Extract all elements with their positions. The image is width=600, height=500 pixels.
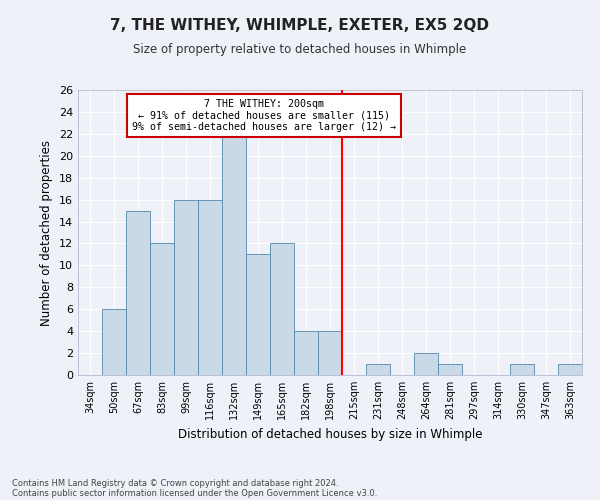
Text: 7 THE WITHEY: 200sqm
← 91% of detached houses are smaller (115)
9% of semi-detac: 7 THE WITHEY: 200sqm ← 91% of detached h… [133,98,397,132]
Bar [150,244,174,375]
Bar [414,353,438,375]
Bar [198,200,222,375]
Bar [510,364,534,375]
Bar [438,364,462,375]
Bar [102,309,126,375]
Y-axis label: Number of detached properties: Number of detached properties [40,140,53,326]
Bar [174,200,198,375]
X-axis label: Distribution of detached houses by size in Whimple: Distribution of detached houses by size … [178,428,482,440]
Bar [558,364,582,375]
Text: 7, THE WITHEY, WHIMPLE, EXETER, EX5 2QD: 7, THE WITHEY, WHIMPLE, EXETER, EX5 2QD [110,18,490,32]
Text: Size of property relative to detached houses in Whimple: Size of property relative to detached ho… [133,42,467,56]
Bar [222,134,246,375]
Bar [246,254,270,375]
Bar [366,364,390,375]
Bar [126,210,150,375]
Bar [318,331,342,375]
Text: Contains HM Land Registry data © Crown copyright and database right 2024.: Contains HM Land Registry data © Crown c… [12,478,338,488]
Bar [270,244,294,375]
Text: Contains public sector information licensed under the Open Government Licence v3: Contains public sector information licen… [12,488,377,498]
Bar [294,331,318,375]
